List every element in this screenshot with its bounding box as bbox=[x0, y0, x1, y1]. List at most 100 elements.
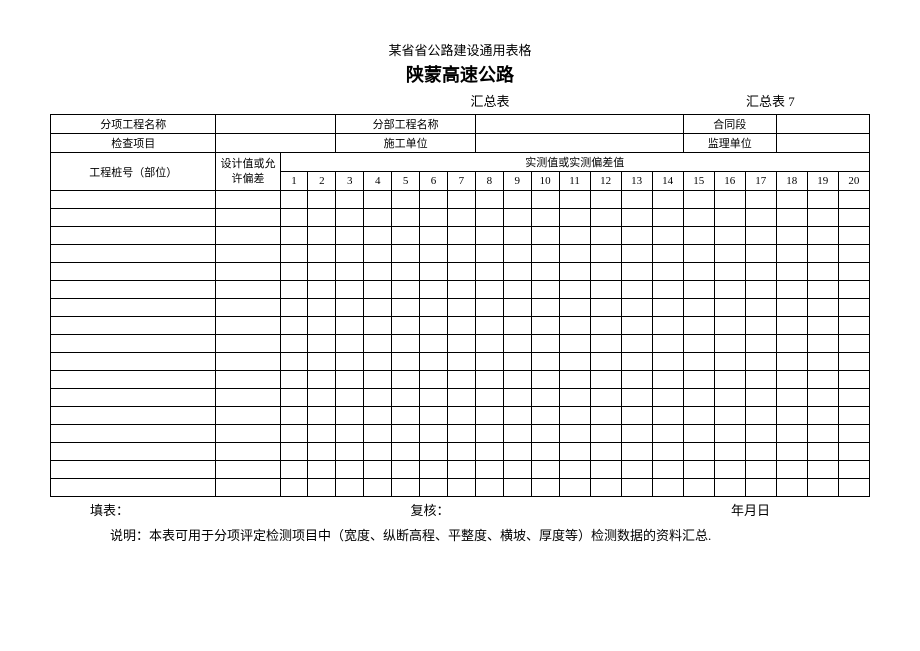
cell-data bbox=[392, 461, 420, 479]
cell-data bbox=[420, 299, 448, 317]
cell-data bbox=[621, 263, 652, 281]
cell-data bbox=[683, 281, 714, 299]
cell-data bbox=[559, 425, 590, 443]
cell-data bbox=[308, 335, 336, 353]
cell-data bbox=[838, 263, 869, 281]
cell-data bbox=[280, 353, 308, 371]
cell-data bbox=[420, 389, 448, 407]
cell-data bbox=[420, 353, 448, 371]
table-row bbox=[51, 479, 870, 497]
cell-data bbox=[364, 335, 392, 353]
cell-data bbox=[364, 281, 392, 299]
cell-data bbox=[364, 371, 392, 389]
cell-data bbox=[336, 335, 364, 353]
cell-data bbox=[776, 299, 807, 317]
cell-data bbox=[308, 479, 336, 497]
cell-data bbox=[336, 281, 364, 299]
cell-data bbox=[420, 263, 448, 281]
cell-data bbox=[336, 245, 364, 263]
cell-data bbox=[364, 227, 392, 245]
cell-data bbox=[531, 353, 559, 371]
cell-data bbox=[652, 209, 683, 227]
cell-data bbox=[475, 299, 503, 317]
cell-data bbox=[683, 209, 714, 227]
cell-data bbox=[531, 335, 559, 353]
cell-data bbox=[745, 371, 776, 389]
cell-data bbox=[392, 317, 420, 335]
cell-data bbox=[336, 371, 364, 389]
cell-design-tol bbox=[216, 335, 280, 353]
cell-data bbox=[475, 407, 503, 425]
cell-data bbox=[336, 209, 364, 227]
cell-data bbox=[838, 353, 869, 371]
cell-data bbox=[336, 461, 364, 479]
cell-data bbox=[308, 209, 336, 227]
cell-data bbox=[590, 389, 621, 407]
cell-data bbox=[308, 281, 336, 299]
header-col-14: 14 bbox=[652, 172, 683, 191]
header-col-6: 6 bbox=[420, 172, 448, 191]
cell-data bbox=[838, 227, 869, 245]
cell-data bbox=[420, 191, 448, 209]
cell-data bbox=[621, 245, 652, 263]
cell-data bbox=[475, 371, 503, 389]
table-row bbox=[51, 353, 870, 371]
cell-data bbox=[392, 227, 420, 245]
cell-design-tol bbox=[216, 299, 280, 317]
cell-data bbox=[392, 425, 420, 443]
cell-data bbox=[280, 299, 308, 317]
cell-data bbox=[280, 317, 308, 335]
cell-data bbox=[420, 479, 448, 497]
cell-data bbox=[392, 245, 420, 263]
cell-data bbox=[714, 407, 745, 425]
cell-data bbox=[420, 209, 448, 227]
cell-data bbox=[776, 479, 807, 497]
cell-design-tol bbox=[216, 353, 280, 371]
header-col-9: 9 bbox=[503, 172, 531, 191]
cell-data bbox=[447, 281, 475, 299]
cell-data bbox=[308, 191, 336, 209]
cell-data bbox=[745, 317, 776, 335]
table-row bbox=[51, 209, 870, 227]
table-row bbox=[51, 335, 870, 353]
cell-data bbox=[714, 191, 745, 209]
cell-data bbox=[503, 425, 531, 443]
cell-data bbox=[621, 191, 652, 209]
cell-data bbox=[364, 245, 392, 263]
cell-data bbox=[652, 371, 683, 389]
cell-data bbox=[503, 353, 531, 371]
cell-pile-no bbox=[51, 443, 216, 461]
cell-data bbox=[714, 461, 745, 479]
cell-data bbox=[364, 479, 392, 497]
cell-data bbox=[745, 245, 776, 263]
cell-data bbox=[364, 191, 392, 209]
cell-data bbox=[621, 299, 652, 317]
cell-data bbox=[807, 281, 838, 299]
cell-data bbox=[807, 209, 838, 227]
cell-data bbox=[590, 245, 621, 263]
cell-pile-no bbox=[51, 227, 216, 245]
cell-data bbox=[392, 335, 420, 353]
subtitle-right: 汇总表 7 bbox=[746, 91, 866, 110]
cell-data bbox=[503, 407, 531, 425]
cell-design-tol bbox=[216, 443, 280, 461]
cell-data bbox=[714, 281, 745, 299]
cell-data bbox=[336, 317, 364, 335]
cell-data bbox=[280, 209, 308, 227]
cell-data bbox=[364, 209, 392, 227]
cell-data bbox=[683, 461, 714, 479]
cell-data bbox=[776, 245, 807, 263]
cell-design-tol bbox=[216, 425, 280, 443]
cell-data bbox=[652, 191, 683, 209]
cell-data bbox=[652, 227, 683, 245]
cell-data bbox=[559, 299, 590, 317]
cell-data bbox=[420, 461, 448, 479]
header-col-16: 16 bbox=[714, 172, 745, 191]
cell-data bbox=[683, 245, 714, 263]
cell-data bbox=[776, 407, 807, 425]
cell-pile-no bbox=[51, 371, 216, 389]
cell-data bbox=[652, 425, 683, 443]
header-col-18: 18 bbox=[776, 172, 807, 191]
cell-data bbox=[807, 461, 838, 479]
header-col-12: 12 bbox=[590, 172, 621, 191]
